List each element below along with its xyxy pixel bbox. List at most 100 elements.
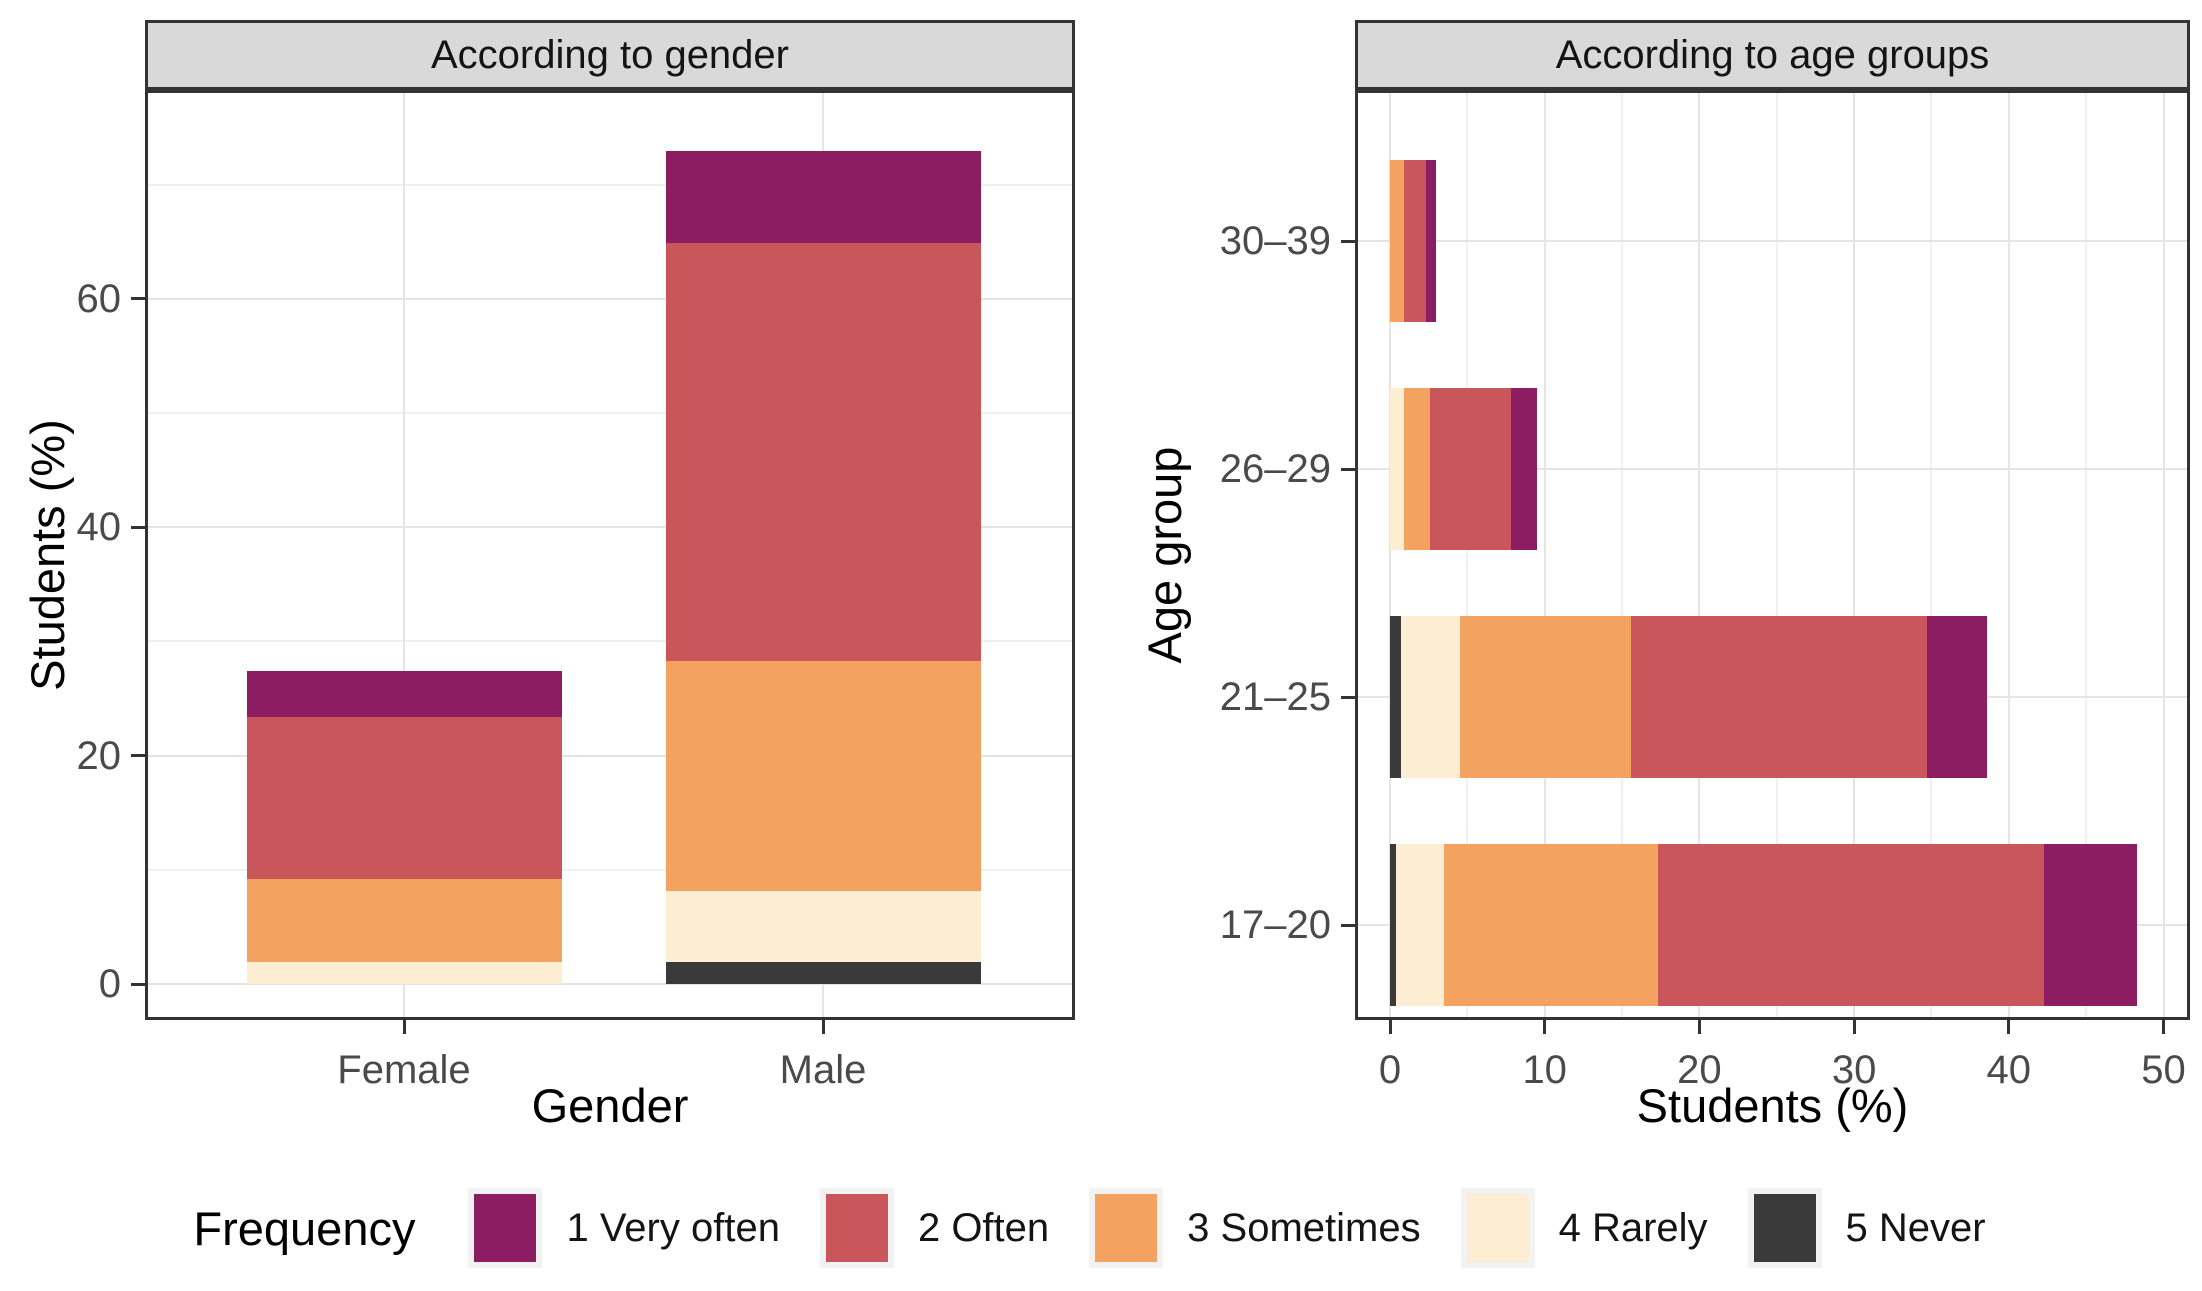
- bar-segment: [2044, 844, 2138, 1006]
- legend-item-label: 1 Very often: [566, 1205, 780, 1250]
- y-axis-tick: [1341, 467, 1355, 471]
- y-axis-tick: [131, 525, 145, 529]
- gridline-major-x: [2007, 93, 2010, 1017]
- bar-segment: [1390, 844, 1397, 1006]
- gridline-major-x: [1389, 93, 1391, 1017]
- x-axis-title-students-pct-right: Students (%): [1636, 1079, 1909, 1132]
- y-axis-tick-label: 0: [98, 962, 121, 1006]
- legend-item: 5 Never: [1753, 1194, 1986, 1262]
- y-axis-tick-label: 20: [76, 733, 122, 778]
- bar-segment: [1425, 160, 1437, 322]
- facet-strip-gender-title: According to gender: [430, 32, 789, 77]
- x-axis-tick: [1852, 1020, 1856, 1034]
- x-axis-tick-label: 0: [1378, 1048, 1402, 1092]
- gridline-major-y-category: [1358, 468, 2187, 470]
- bar-segment: [246, 716, 562, 879]
- x-axis-category-label: Male: [779, 1048, 867, 1092]
- gridline-major-x: [1543, 93, 1546, 1017]
- bar-segment: [246, 962, 562, 984]
- gridline-minor-x: [2085, 93, 2088, 1017]
- x-axis-tick-label: 40: [1986, 1048, 2032, 1092]
- y-axis-category-label: 21–25: [1219, 675, 1331, 719]
- x-axis-tick: [2162, 1020, 2165, 1034]
- bar-segment: [665, 242, 981, 661]
- gridline-major-x: [1853, 93, 1856, 1017]
- bar-segment: [1926, 616, 1988, 778]
- gridline-minor-x: [1775, 93, 1778, 1017]
- x-axis-tick: [1388, 1020, 1392, 1034]
- facet-strip-age-groups-title: According to age groups: [1555, 32, 1990, 77]
- gridline-major-x: [2162, 93, 2165, 1017]
- gridline-minor-x: [1621, 93, 1624, 1017]
- x-axis-tick: [402, 1020, 406, 1034]
- facet-strip-gender: According to gender: [145, 20, 1075, 90]
- legend-item-label: 2 Often: [917, 1205, 1050, 1250]
- bar-segment: [1510, 388, 1537, 550]
- gridline-major-y: [148, 297, 1072, 300]
- legend-item: 4 Rarely: [1466, 1194, 1708, 1262]
- legend-item: 3 Sometimes: [1095, 1194, 1421, 1262]
- gridline-major-y-category: [1358, 240, 2187, 242]
- y-axis-tick: [131, 982, 145, 986]
- bar-segment: [1403, 388, 1431, 550]
- legend-item: 1 Very often: [474, 1194, 780, 1262]
- bar-segment: [1390, 160, 1404, 322]
- legend-key-swatch: [1466, 1194, 1529, 1262]
- bar-segment: [1430, 388, 1511, 550]
- legend-key-swatch: [1095, 1194, 1158, 1262]
- gridline-major-y: [148, 526, 1072, 529]
- y-axis-title-students-pct-left: Students (%): [21, 419, 74, 691]
- legend-item: 2 Often: [825, 1194, 1050, 1262]
- bar-segment: [1390, 388, 1404, 550]
- legend-title: Frequency: [193, 1201, 416, 1255]
- bar-segment: [1396, 844, 1445, 1006]
- x-axis-tick-label: 20: [1677, 1048, 1722, 1092]
- x-axis-tick-label: 50: [2141, 1048, 2186, 1092]
- bar-segment: [1390, 616, 1401, 778]
- y-axis-category-label: 30–39: [1219, 219, 1331, 263]
- legend-key-swatch: [1753, 1194, 1816, 1262]
- y-axis-tick: [131, 297, 145, 301]
- y-axis-category-label: 26–29: [1219, 447, 1331, 491]
- bar-segment: [1400, 616, 1460, 778]
- bar-segment: [665, 151, 981, 243]
- bar-segment: [1657, 844, 2045, 1006]
- legend-key-swatch: [474, 1194, 537, 1262]
- legend-key-swatch: [825, 1194, 888, 1262]
- facet-strip-age-groups: According to age groups: [1355, 20, 2190, 90]
- x-axis-tick-label: 10: [1522, 1048, 1567, 1092]
- age-groups-panel: [1355, 90, 2190, 1020]
- gridline-minor-x: [1930, 93, 1933, 1017]
- y-axis-tick: [1341, 695, 1355, 699]
- x-axis-tick: [821, 1020, 825, 1034]
- gridline-minor-y: [148, 640, 1072, 643]
- x-axis-tick-label: 30: [1831, 1048, 1877, 1092]
- legend: Frequency 1 Very often 2 Often 3 Sometimes…: [0, 1178, 2202, 1278]
- legend-item-label: 4 Rarely: [1558, 1205, 1708, 1250]
- bar-segment: [1403, 160, 1426, 322]
- y-axis-tick: [131, 754, 145, 758]
- gridline-minor-y: [148, 412, 1072, 414]
- legend-item-label: 5 Never: [1845, 1205, 1986, 1250]
- bar-segment: [1631, 616, 1927, 778]
- bar-segment: [665, 962, 981, 984]
- gridline-major-x-category: [403, 93, 405, 1017]
- bar-segment: [246, 878, 562, 963]
- gridline-major-y: [148, 754, 1072, 757]
- bar-segment: [1444, 844, 1658, 1006]
- x-axis-tick: [1697, 1020, 1701, 1034]
- bar-segment: [665, 660, 981, 892]
- gridline-minor-y: [148, 183, 1072, 186]
- bar-segment: [665, 891, 981, 963]
- bar-segment: [1459, 616, 1632, 778]
- y-axis-tick-label: 40: [76, 505, 122, 550]
- legend-item-label: 3 Sometimes: [1187, 1205, 1421, 1250]
- gender-panel: [145, 90, 1075, 1020]
- x-axis-tick: [2007, 1020, 2011, 1034]
- x-axis-tick: [1543, 1020, 1547, 1034]
- y-axis-tick: [1341, 923, 1355, 927]
- y-axis-tick: [1341, 239, 1355, 243]
- y-axis-tick-label: 60: [76, 276, 122, 321]
- y-axis-category-label: 17–20: [1219, 903, 1331, 947]
